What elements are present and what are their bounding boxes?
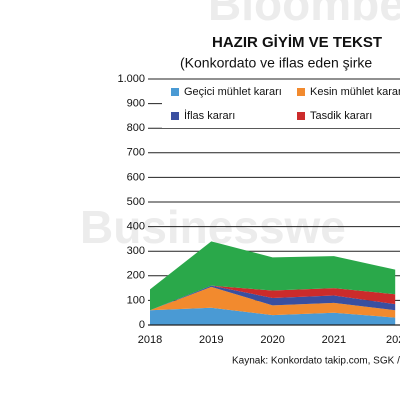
y-tick-label: 400	[127, 221, 145, 233]
x-tick-label: 2021	[322, 334, 346, 346]
chart-title: HAZIR GİYİM VE TEKST	[212, 34, 382, 51]
area	[150, 241, 396, 311]
legend-box	[162, 82, 400, 128]
legend-swatch	[171, 88, 179, 96]
legend-label: Tasdik kararı	[310, 110, 372, 122]
legend-swatch	[171, 112, 179, 120]
y-tick-label: 700	[127, 147, 145, 159]
x-tick-label: 202	[386, 334, 400, 346]
y-tick-label: 100	[127, 294, 145, 306]
y-tick-label: 800	[127, 122, 145, 134]
chart-subtitle: (Konkordato ve iflas eden şirke	[180, 55, 372, 71]
y-tick-label: 500	[127, 196, 145, 208]
legend-label: İflas kararı	[184, 109, 235, 122]
y-tick-label: 300	[127, 245, 145, 257]
y-tick-label: 900	[127, 98, 145, 110]
y-tick-label: 0	[139, 319, 145, 331]
legend-swatch	[297, 88, 305, 96]
x-tick-label: 2018	[138, 334, 162, 346]
source: Kaynak: Konkordato takip.com, SGK / D	[232, 356, 400, 367]
legend-label: Kesin mühlet karar	[310, 86, 400, 98]
y-tick-label: 600	[127, 171, 145, 183]
area	[150, 286, 396, 318]
x-tick-label: 2020	[260, 334, 284, 346]
y-tick-label: 1.000	[117, 73, 145, 85]
area	[150, 285, 396, 311]
legend-label: Geçici mühlet kararı	[184, 86, 282, 98]
area	[150, 307, 396, 325]
watermark: Bloomberg	[208, 0, 400, 30]
x-tick-label: 2019	[199, 334, 223, 346]
y-tick-label: 200	[127, 270, 145, 282]
legend-swatch	[297, 112, 305, 120]
